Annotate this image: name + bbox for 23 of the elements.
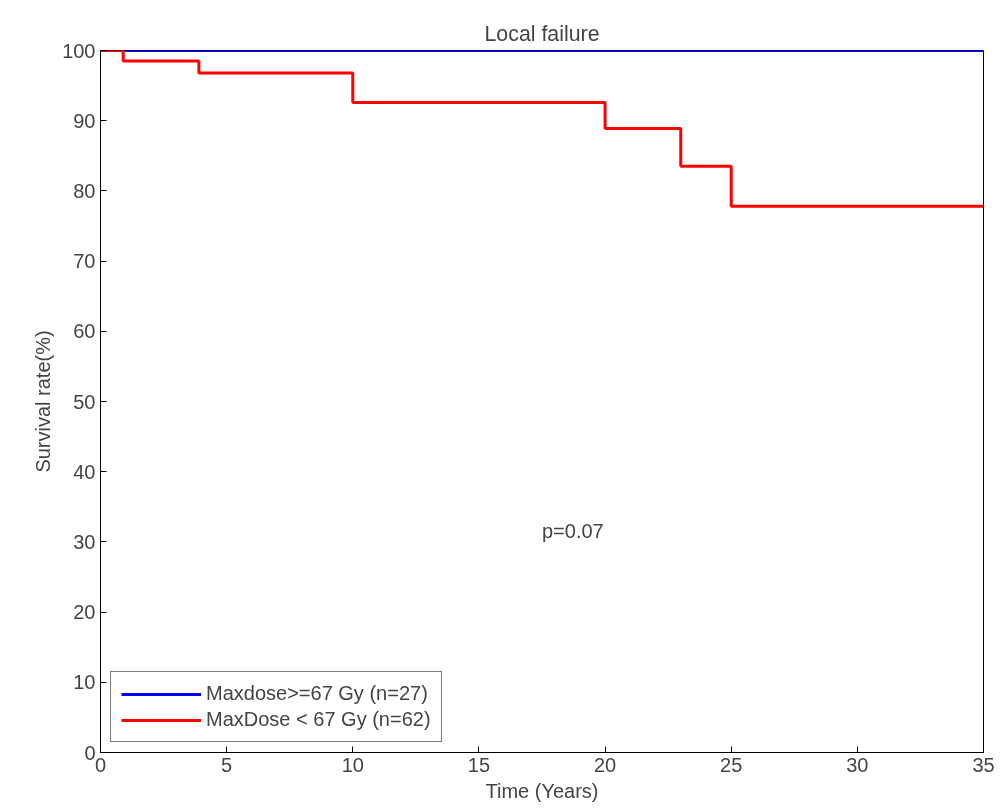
y-tick-label: 20 xyxy=(73,601,96,624)
legend-label: MaxDose < 67 Gy (n=62) xyxy=(206,708,431,731)
annotation: p=0.07 xyxy=(542,519,604,542)
x-tick-label: 30 xyxy=(846,753,869,776)
y-axis-title: Survival rate(%) xyxy=(32,330,55,473)
x-tick-label: 5 xyxy=(221,753,233,776)
y-tick-label: 70 xyxy=(73,250,96,273)
x-axis-title: Time (Years) xyxy=(485,779,599,802)
y-tick-label: 10 xyxy=(73,671,96,694)
y-tick-label: 50 xyxy=(73,390,96,413)
x-tick-label: 20 xyxy=(593,753,617,776)
x-tick-label: 15 xyxy=(467,753,491,776)
legend-label: Maxdose>=67 Gy (n=27) xyxy=(206,682,428,705)
y-tick-label: 90 xyxy=(73,109,96,132)
x-tick-label: 35 xyxy=(972,753,995,776)
chart-title: Local failure xyxy=(484,21,600,46)
y-tick-label: 80 xyxy=(73,179,96,202)
x-tick-label: 25 xyxy=(720,753,743,776)
y-tick-label: 40 xyxy=(73,460,96,483)
y-tick-label: 100 xyxy=(62,39,96,62)
y-tick-label: 60 xyxy=(73,320,96,343)
x-tick-label: 10 xyxy=(341,753,364,776)
y-tick-label: 30 xyxy=(73,530,96,553)
